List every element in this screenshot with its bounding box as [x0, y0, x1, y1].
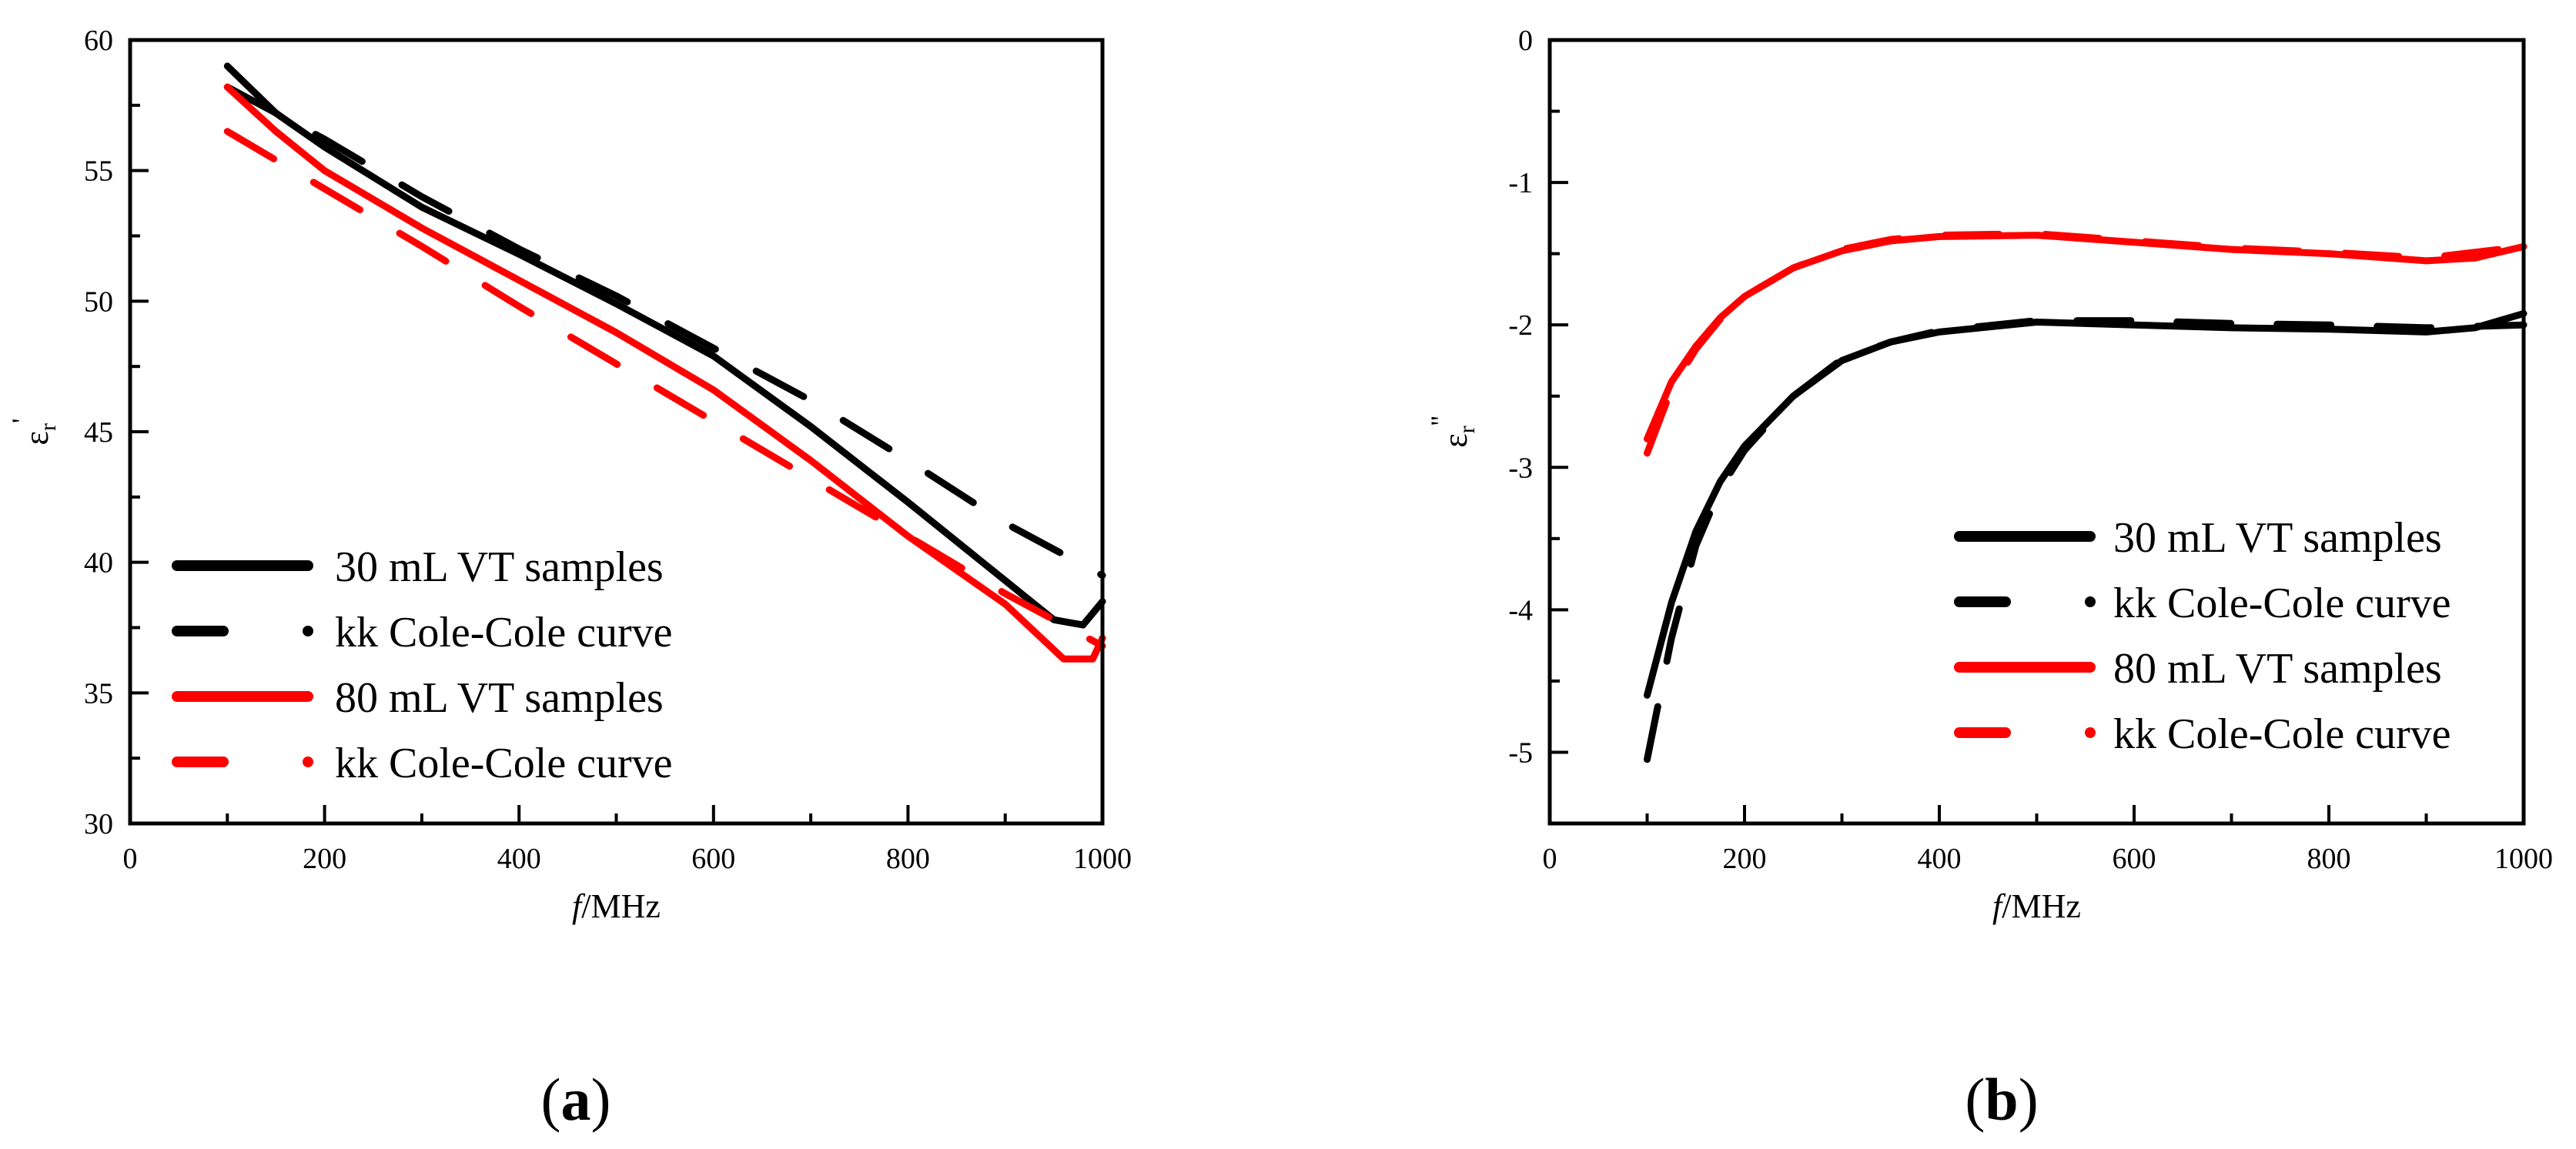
chart-panel-b: 0 200 400 600 800 1000 -5 -4 -3 -2 -1 0 f/MHz εr'' 30 …: [1425, 25, 2553, 925]
plot-frame: [1547, 38, 2526, 826]
series-line-3: [223, 83, 1106, 663]
x-tick-label: 200: [303, 843, 346, 875]
legend-label: kk Cole-Cole curve: [335, 609, 673, 656]
x-tick-label: 400: [1918, 843, 1962, 875]
y-tick-label: -3: [1508, 452, 1533, 484]
y-tick-label: 30: [84, 808, 113, 840]
y-tick-label: 40: [84, 547, 113, 580]
legend-label: 30 mL VT samples: [335, 543, 664, 591]
legend-label: 30 mL VT samples: [2113, 514, 2442, 562]
y-axis-label: εr'': [1425, 416, 1480, 447]
x-tick-label: 0: [1543, 843, 1557, 875]
x-tick-label: 1000: [2494, 843, 2553, 875]
x-tick-label: 1000: [1073, 843, 1132, 875]
caption-b: (b): [1965, 1066, 2038, 1133]
legend-swatch-dot: [303, 757, 313, 767]
chart-panel-a: 0 200 400 600 800 1000 30 35 40 45 50 55 60 f/MHz εr' 3…: [6, 25, 1132, 925]
legend-item: kk Cole-Cole curve: [172, 740, 673, 787]
x-tick-label: 200: [1723, 843, 1767, 875]
x-axis-label: f/MHz: [1992, 887, 2081, 925]
legend-item: 30 mL VT samples: [172, 543, 664, 591]
legend-swatch-dot: [303, 626, 313, 636]
series-line-4: [1644, 230, 2527, 457]
x-tick-label: 800: [2307, 843, 2351, 875]
x-axis-label: f/MHz: [572, 887, 661, 925]
legend-item: 30 mL VT samples: [1954, 514, 2442, 562]
y-tick-label: -4: [1508, 594, 1533, 626]
legend-swatch-dot: [2085, 596, 2096, 607]
legend-label: 80 mL VT samples: [335, 674, 664, 722]
legend-item: kk Cole-Cole curve: [172, 609, 673, 656]
legend-item: 80 mL VT samples: [172, 674, 664, 722]
y-axis-label: εr': [6, 419, 61, 446]
legend-swatch-dot: [2085, 727, 2096, 738]
y-tick-label: 55: [84, 155, 113, 188]
series-line-4: [223, 128, 1106, 650]
x-tick-label: 0: [123, 843, 138, 875]
legend-label: kk Cole-Cole curve: [2113, 580, 2451, 627]
y-tick-label: -2: [1508, 309, 1533, 342]
x-tick-label: 600: [2113, 843, 2156, 875]
y-tick-label: 60: [84, 25, 113, 57]
y-tick-label: -5: [1508, 736, 1533, 769]
legend-label: 80 mL VT samples: [2113, 645, 2442, 693]
legend-item: kk Cole-Cole curve: [1954, 710, 2451, 758]
series-line-2: [223, 83, 1106, 580]
series-line-2: [1644, 317, 2527, 763]
x-tick-label: 600: [691, 843, 735, 875]
series-line-1: [223, 62, 1106, 629]
legend-item: 80 mL VT samples: [1954, 645, 2442, 693]
y-tick-label: 50: [84, 286, 113, 318]
x-tick-label: 800: [886, 843, 930, 875]
series-line-1: [1644, 309, 2527, 699]
caption-a: (a): [541, 1066, 611, 1133]
legend-item: kk Cole-Cole curve: [1954, 580, 2451, 627]
legend-label: kk Cole-Cole curve: [2113, 710, 2451, 758]
y-tick-label: 35: [84, 677, 113, 710]
y-tick-label: 45: [84, 416, 113, 449]
legend-label: kk Cole-Cole curve: [335, 740, 673, 787]
y-tick-label: -1: [1508, 167, 1533, 199]
legend: 30 mL VT samples kk Cole-Cole curve 80 mL …: [1954, 514, 2451, 758]
legend: 30 mL VT samples kk Cole-Cole curve 80 mL …: [172, 543, 673, 787]
y-tick-label: 0: [1518, 25, 1533, 57]
x-tick-label: 400: [497, 843, 541, 875]
